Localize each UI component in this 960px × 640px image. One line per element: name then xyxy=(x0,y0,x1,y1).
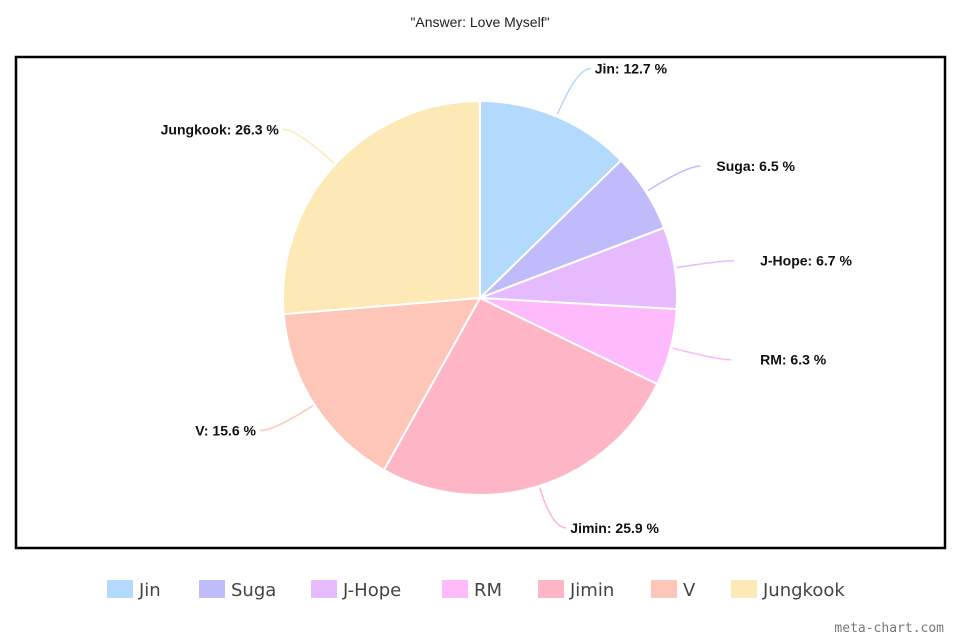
legend-swatch-jungkook xyxy=(731,580,757,598)
slice-label-suga: Suga: 6.5 % xyxy=(716,158,795,174)
legend-label-rm: RM xyxy=(474,580,502,601)
pie-slice-jin xyxy=(479,99,623,301)
legend-label-jungkook: Jungkook xyxy=(762,580,845,601)
legend-label-j-hope: J-Hope xyxy=(342,580,401,601)
slice-labels: Jin: 12.7 % Suga: 6.5 % J-Hope: 6.7 % RM: 6… xyxy=(161,61,853,536)
slice-label-v: V: 15.6 % xyxy=(195,423,256,439)
connector-jimin xyxy=(538,487,567,529)
legend-label-jin: Jin xyxy=(138,580,161,601)
connector-rm xyxy=(672,347,732,361)
legend-item-j-hope[interactable]: J-Hope xyxy=(311,580,401,601)
legend-label-v: V xyxy=(683,580,696,601)
connector-j-hope xyxy=(676,259,735,269)
slice-label-jungkook: Jungkook: 26.3 % xyxy=(161,121,280,137)
connector-jin xyxy=(556,67,591,115)
legend-swatch-j-hope xyxy=(311,580,337,598)
slice-label-jimin: Jimin: 25.9 % xyxy=(570,520,659,536)
legend-item-v[interactable]: V xyxy=(651,580,696,601)
legend-swatch-jin xyxy=(107,580,133,598)
legend-swatch-rm xyxy=(442,580,468,598)
legend-item-rm[interactable]: RM xyxy=(442,580,502,601)
slice-label-j-hope: J-Hope: 6.7 % xyxy=(760,253,852,269)
connector-jungkook xyxy=(282,128,335,164)
connector-v xyxy=(259,405,314,432)
legend: Jin Suga J-Hope RM Jimin V Jungkook xyxy=(107,580,845,601)
pie-slice-jungkook xyxy=(282,99,481,316)
legend-label-jimin: Jimin xyxy=(569,580,614,601)
chart-title: "Answer: Love Myself" xyxy=(410,14,549,30)
slice-label-jin: Jin: 12.7 % xyxy=(595,61,668,77)
pie-slice-v xyxy=(282,296,482,472)
legend-item-jimin[interactable]: Jimin xyxy=(538,580,614,601)
legend-label-suga: Suga xyxy=(231,580,276,601)
pie-slice-jimin xyxy=(382,296,659,496)
plot-frame xyxy=(14,55,947,550)
legend-item-suga[interactable]: Suga xyxy=(199,580,276,601)
connector-suga xyxy=(647,165,701,192)
legend-swatch-suga xyxy=(199,580,225,598)
slice-label-rm: RM: 6.3 % xyxy=(760,352,827,368)
legend-swatch-v xyxy=(651,580,677,598)
watermark: meta-chart.com xyxy=(834,621,944,636)
legend-item-jungkook[interactable]: Jungkook xyxy=(731,580,845,601)
pie-slices xyxy=(282,99,679,496)
label-connectors xyxy=(259,67,735,529)
legend-item-jin[interactable]: Jin xyxy=(107,580,161,601)
legend-swatch-jimin xyxy=(538,580,564,598)
